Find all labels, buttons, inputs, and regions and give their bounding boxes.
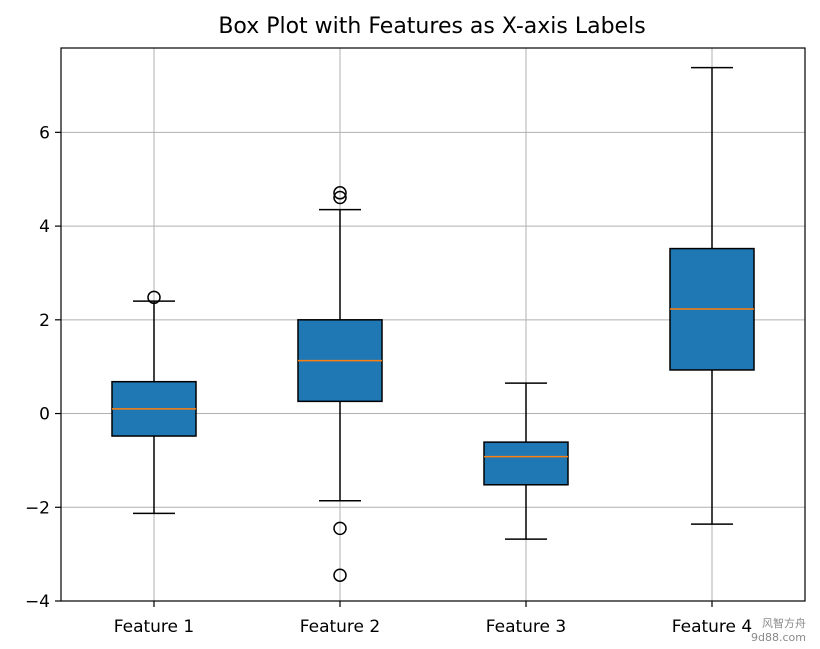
- box-series: [111, 66, 755, 582]
- box-feature-1: [111, 290, 197, 515]
- outlier-point: [147, 290, 161, 305]
- outlier-point: [333, 568, 347, 582]
- y-tick-label: −2: [25, 498, 50, 518]
- axes: −4 −2 0 2 4 6 Feature 1 Feature 2 Feature 3 Featu…: [25, 123, 752, 637]
- x-tick-label: Feature 4: [672, 617, 752, 637]
- y-tick-label: 2: [39, 311, 50, 331]
- watermark-line-1: 风智方舟: [762, 616, 806, 630]
- y-tick-label: 6: [39, 123, 50, 143]
- plot-area-frame: [60, 47, 806, 602]
- y-tick-label: 4: [39, 217, 50, 237]
- chart-title: Box Plot with Features as X-axis Labels: [218, 14, 645, 39]
- outlier-point: [333, 190, 347, 205]
- x-tick-label: Feature 2: [300, 617, 380, 637]
- box-feature-4: [669, 66, 755, 525]
- iqr-box: [483, 441, 569, 486]
- x-tick-label: Feature 3: [486, 617, 566, 637]
- watermark: 风智方舟 9d88.com: [751, 616, 806, 644]
- box-feature-2: [297, 186, 383, 582]
- outlier-point: [333, 186, 347, 200]
- y-tick-label: 0: [39, 405, 50, 425]
- watermark-line-2: 9d88.com: [751, 631, 806, 644]
- box-feature-3: [483, 382, 569, 540]
- outlier-point: [333, 521, 347, 536]
- x-tick-label: Feature 1: [114, 617, 194, 637]
- y-tick-label: −4: [25, 592, 50, 612]
